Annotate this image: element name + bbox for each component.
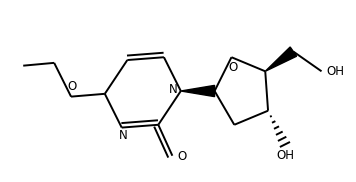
Polygon shape	[181, 85, 215, 97]
Text: O: O	[177, 150, 187, 163]
Text: OH: OH	[326, 65, 345, 78]
Text: O: O	[228, 61, 237, 74]
Text: O: O	[67, 80, 76, 93]
Text: N: N	[119, 129, 127, 142]
Polygon shape	[265, 47, 297, 71]
Text: N: N	[169, 83, 178, 96]
Text: OH: OH	[277, 149, 294, 162]
